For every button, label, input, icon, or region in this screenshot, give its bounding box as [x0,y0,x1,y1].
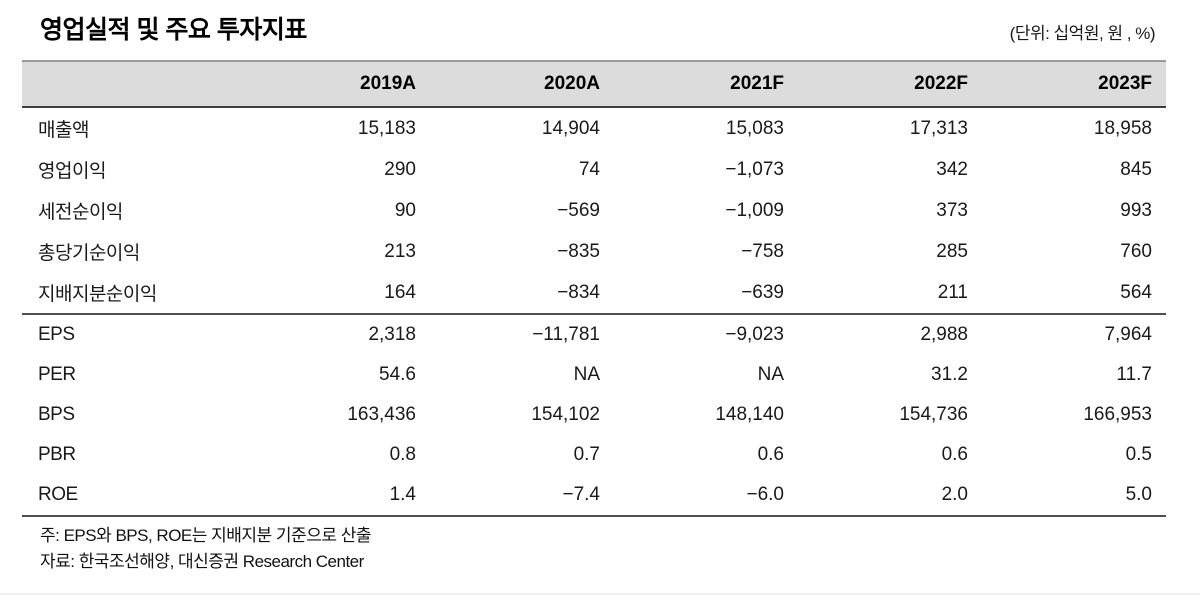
cell-value: 74 [578,158,600,180]
row-label: PER [38,364,76,385]
column-header: 2019A [360,73,416,94]
cell-value: 0.7 [573,444,600,465]
row-label: BPS [38,404,75,425]
cell-value: 17,313 [909,117,968,139]
cell-value: −639 [741,281,784,303]
cell-value: 166,953 [1083,404,1152,425]
cell-value: −569 [557,199,600,221]
cell-value: 342 [936,158,968,180]
cell-value: 31.2 [931,364,968,385]
cell-value: −1,009 [725,199,784,221]
cell-value: 290 [384,158,416,180]
cell-value: −835 [557,240,600,262]
cell-value: 15,083 [725,117,784,139]
footnote-basis: 주: EPS와 BPS, ROE는 지배지분 기준으로 산출 [40,526,371,545]
table-row: ROE 1.4 −7.4 −6.0 2.0 5.0 [22,475,1166,515]
cell-value: −834 [557,281,600,303]
row-label: 지배지분순이익 [38,284,157,305]
table-header-row: 2019A 2020A 2021F 2022F 2023F [22,60,1166,108]
page-title: 영업실적 및 주요 투자지표 [40,16,307,44]
row-label: EPS [38,324,75,345]
cell-value: 373 [936,199,968,221]
cell-value: −1,073 [725,158,784,180]
cell-value: 213 [384,240,416,262]
cell-value: 7,964 [1104,324,1152,345]
cell-value: −9,023 [725,324,784,345]
cell-value: 11.7 [1116,364,1152,385]
table-section-1: EPS 2,318 −11,781 −9,023 2,988 7,964 PER 54.6 NA… [22,315,1166,515]
cell-value: 148,140 [715,404,784,425]
footnote-source: 자료: 한국조선해양, 대신증권 Research Center [40,552,364,571]
cell-value: 164 [384,281,416,303]
row-label: 세전순이익 [38,202,123,223]
table-bottom-rule [22,515,1166,517]
cell-value: 285 [936,240,968,262]
cell-value: 0.5 [1125,444,1152,465]
cell-value: 2,318 [368,324,416,345]
section-divider-rule [22,313,1166,315]
cell-value: 2,988 [920,324,968,345]
cell-value: −7.4 [562,484,600,505]
row-label: 총당기순이익 [38,243,140,264]
table-section-0: 매출액 15,183 14,904 15,083 17,313 18,958 영업이익 290… [22,108,1166,313]
column-header: 2023F [1098,73,1152,94]
cell-value: NA [757,364,784,385]
cell-value: 1.4 [389,484,416,505]
cell-value: −6.0 [746,484,784,505]
table-row: 지배지분순이익 164 −834 −639 211 564 [22,272,1166,313]
row-label: 영업이익 [38,161,106,182]
cell-value: 564 [1120,281,1152,303]
row-label: PBR [38,444,76,465]
column-header: 2022F [914,73,968,94]
cell-value: 18,958 [1093,117,1152,139]
column-header: 2021F [730,73,784,94]
cell-value: 154,102 [531,404,600,425]
cell-value: 0.6 [941,444,968,465]
table-row: 세전순이익 90 −569 −1,009 373 993 [22,190,1166,231]
unit-note: (단위: 십억원, 원 , %) [1009,24,1156,43]
table-row: BPS 163,436 154,102 148,140 154,736 166,953 [22,395,1166,435]
cell-value: NA [573,364,600,385]
cell-value: 5.0 [1125,484,1152,505]
cell-value: 90 [394,199,416,221]
table-row: 총당기순이익 213 −835 −758 285 760 [22,231,1166,272]
cell-value: 14,904 [541,117,600,139]
cell-value: 0.6 [757,444,784,465]
cell-value: 993 [1120,199,1152,221]
cell-value: 163,436 [347,404,416,425]
cell-value: 0.8 [389,444,416,465]
cell-value: 15,183 [357,117,416,139]
page-bottom-hairline [0,593,1200,595]
row-label: ROE [38,484,78,505]
cell-value: 54.6 [379,364,416,385]
financials-table: 2019A 2020A 2021F 2022F 2023F 매출액 15,183 14,90… [22,60,1166,517]
cell-value: 2.0 [941,484,968,505]
table-row: PBR 0.8 0.7 0.6 0.6 0.5 [22,435,1166,475]
cell-value: −11,781 [532,324,600,345]
cell-value: 845 [1120,158,1152,180]
column-header: 2020A [544,73,600,94]
cell-value: 760 [1120,240,1152,262]
cell-value: 211 [937,281,968,303]
footnotes: 주: EPS와 BPS, ROE는 지배지분 기준으로 산출 자료: 한국조선해… [40,523,371,575]
cell-value: −758 [741,240,784,262]
row-label: 매출액 [38,120,89,141]
table-row: PER 54.6 NA NA 31.2 11.7 [22,355,1166,395]
cell-value: 154,736 [899,404,968,425]
title-row: 영업실적 및 주요 투자지표 (단위: 십억원, 원 , %) [40,10,1156,46]
table-row: EPS 2,318 −11,781 −9,023 2,988 7,964 [22,315,1166,355]
table-row: 영업이익 290 74 −1,073 342 845 [22,149,1166,190]
table-row: 매출액 15,183 14,904 15,083 17,313 18,958 [22,108,1166,149]
